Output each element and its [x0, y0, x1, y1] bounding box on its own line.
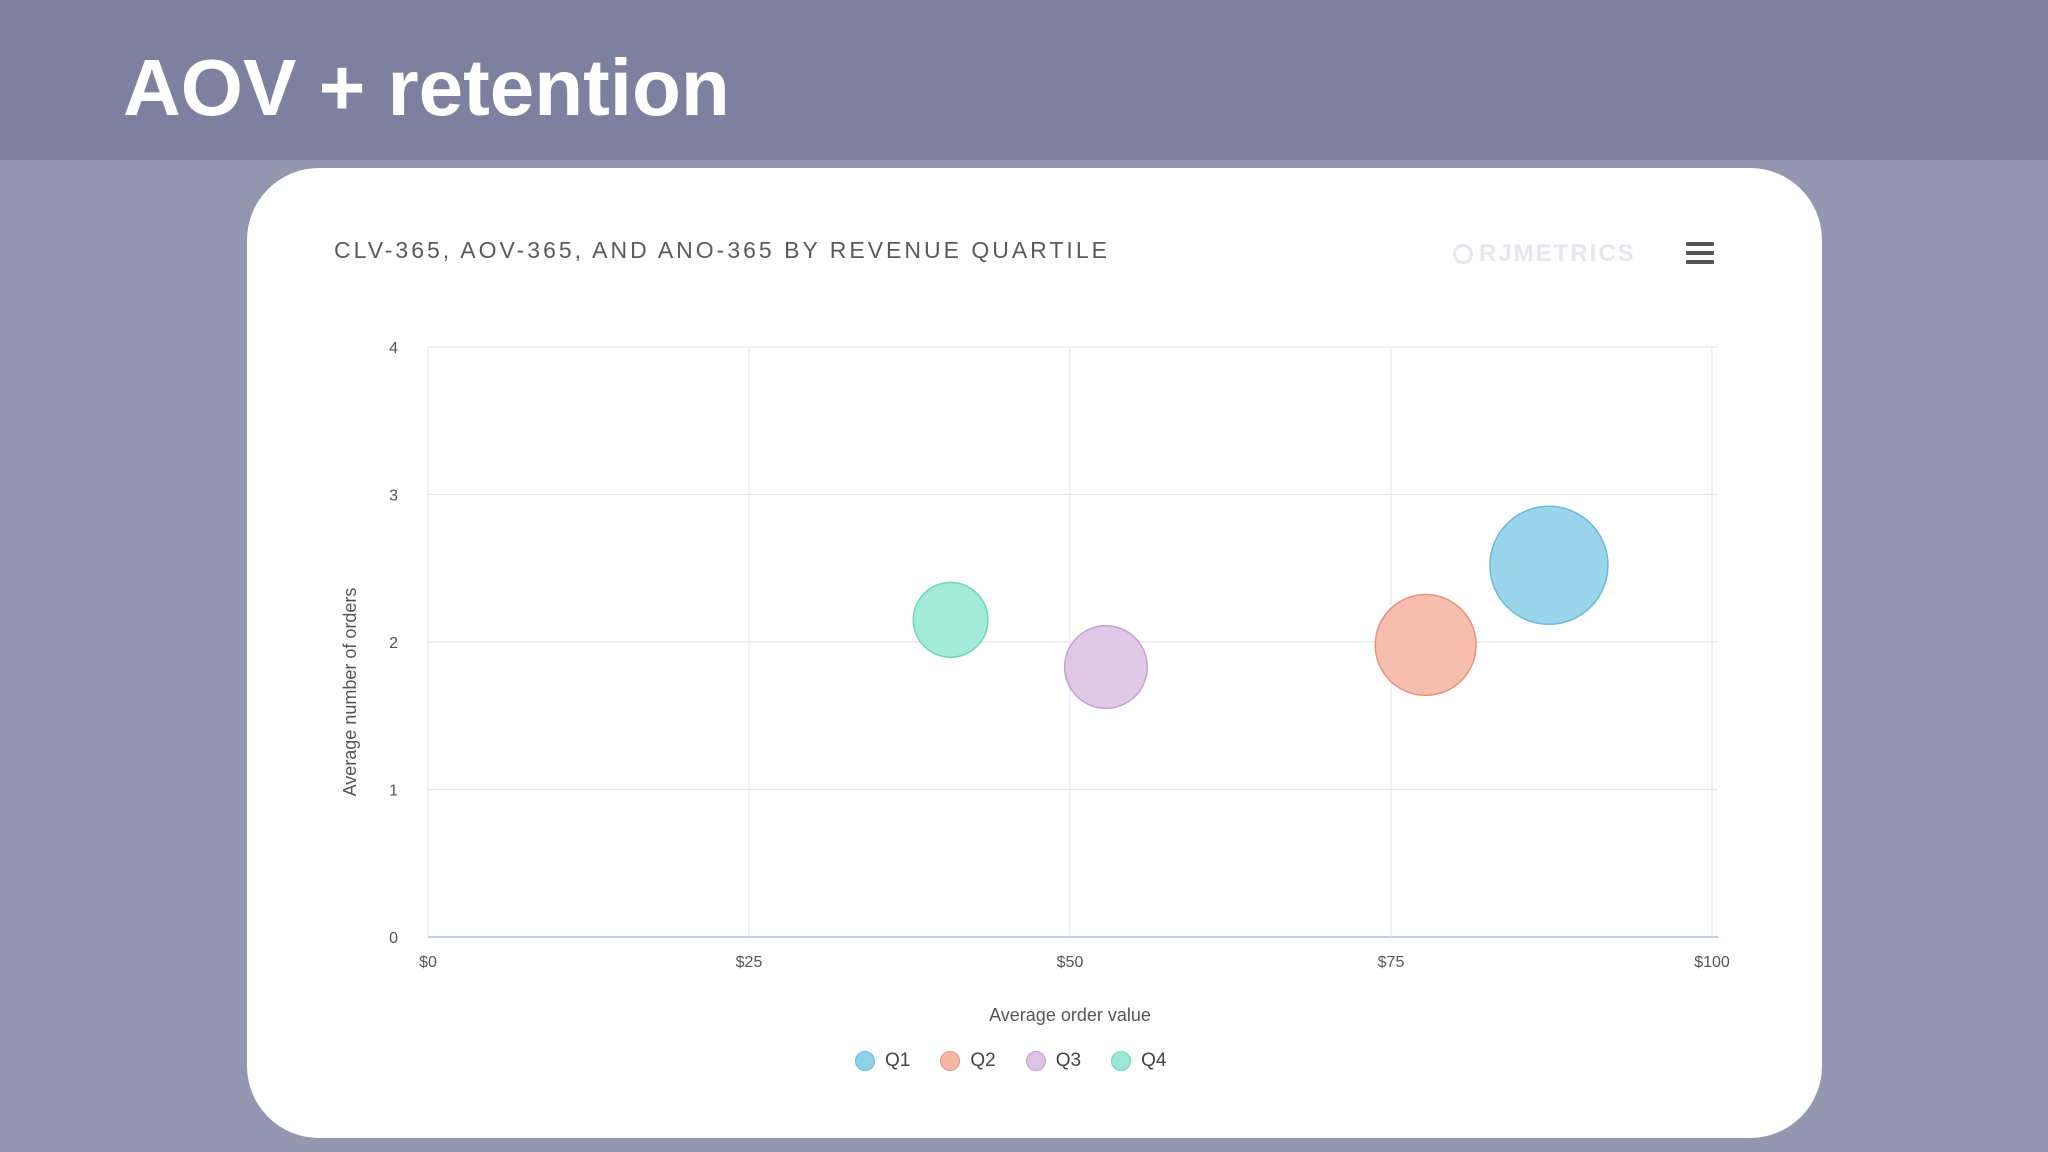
- brand-watermark: RJMETRICS: [1453, 240, 1636, 268]
- y-tick-label: 4: [389, 340, 398, 357]
- y-tick-label: 1: [389, 783, 398, 800]
- legend-item-q2[interactable]: Q2: [940, 1050, 996, 1072]
- hamburger-icon-bar: [1686, 251, 1714, 255]
- chart-title: CLV-365, AOV-365, AND ANO-365 BY REVENUE…: [334, 237, 1110, 263]
- legend-dot-icon: [1025, 1051, 1046, 1071]
- hamburger-icon-bar: [1686, 260, 1714, 264]
- brand-logo-icon: [1453, 244, 1473, 264]
- legend-dot-icon: [940, 1051, 961, 1071]
- bubble-q1[interactable]: [1489, 505, 1609, 626]
- x-tick-label: $0: [419, 954, 437, 971]
- x-tick-label: $25: [736, 954, 763, 971]
- axes: 0 1 2 3 4 $0 $25 $50 $75 $100: [389, 340, 1730, 971]
- x-axis-label: Average order value: [989, 1005, 1151, 1025]
- chart-card: [247, 168, 1822, 1138]
- legend-label: Q2: [970, 1050, 996, 1071]
- legend-label: Q1: [885, 1050, 911, 1071]
- legend-dot-icon: [1111, 1051, 1132, 1071]
- bubbles: [912, 505, 1609, 710]
- legend-item-q3[interactable]: Q3: [1025, 1050, 1082, 1072]
- y-tick-label: 3: [389, 488, 398, 505]
- bubble-q2[interactable]: [1374, 593, 1477, 697]
- chart-legend: Q1 Q2 Q3 Q4: [855, 1050, 1166, 1072]
- x-tick-label: $100: [1694, 954, 1730, 971]
- y-tick-label: 0: [389, 930, 398, 947]
- legend-item-q4[interactable]: Q4: [1111, 1050, 1166, 1072]
- x-tick-label: $50: [1057, 954, 1084, 971]
- bubble-q4[interactable]: [912, 581, 989, 658]
- legend-dot-icon: [855, 1051, 875, 1071]
- chart-menu-button[interactable]: [1686, 242, 1714, 264]
- grid: [427, 346, 1718, 938]
- y-tick-label: 2: [389, 635, 398, 652]
- brand-name: RJMETRICS: [1479, 240, 1636, 267]
- slide-header: [0, 0, 2048, 160]
- legend-item-q1[interactable]: Q1: [855, 1050, 910, 1072]
- x-tick-label: $75: [1378, 954, 1405, 971]
- bubble-q3[interactable]: [1063, 625, 1149, 710]
- y-axis-label: Average number of orders: [340, 588, 360, 797]
- hamburger-icon-bar: [1686, 242, 1714, 246]
- legend-label: Q4: [1141, 1050, 1167, 1071]
- slide-title: AOV + retention: [123, 43, 730, 132]
- legend-label: Q3: [1055, 1050, 1082, 1071]
